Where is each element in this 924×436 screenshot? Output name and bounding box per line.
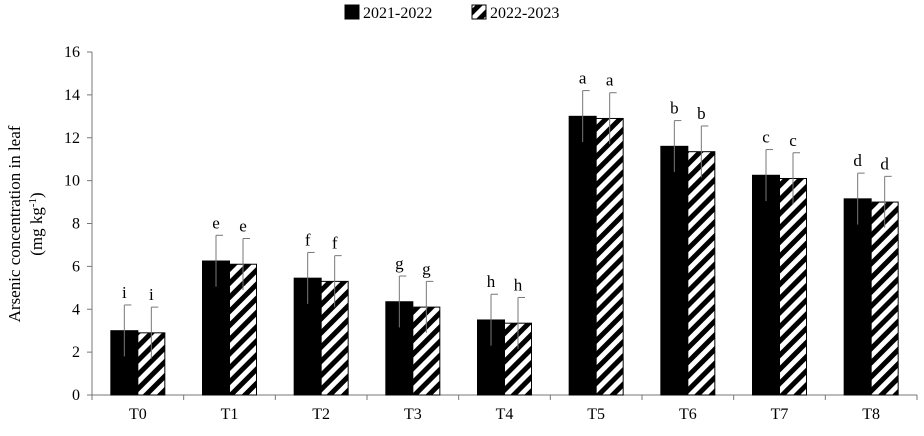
bar-2022-2023-T8 [870,201,899,396]
significance-letter: i [122,283,127,302]
y-tick-label: 2 [72,344,80,361]
legend-swatch-2021-2022 [344,4,360,20]
y-tick-label: 8 [72,216,80,233]
bar-2021-2022-T7 [752,174,780,396]
y-axis-unit-sup: -1 [27,198,39,207]
y-axis-unit-prefix: (mg kg [27,207,46,256]
x-tick-label: T3 [404,406,422,423]
significance-letter: g [422,259,431,278]
bar-2022-2023-T6 [687,151,716,396]
x-tick-label: T0 [129,406,147,423]
x-tick-label: T6 [679,406,697,423]
y-tick-label: 4 [72,301,80,318]
y-tick-label: 0 [72,387,80,404]
significance-letter: f [332,234,338,253]
significance-letter: d [880,154,889,173]
significance-letter: e [212,213,220,232]
legend-label-2021-2022: 2021-2022 [363,5,432,22]
x-tick-label: T5 [587,406,605,423]
significance-letter: h [487,272,496,291]
y-tick-label: 10 [64,173,80,190]
bar-2021-2022-T6 [660,145,689,396]
x-tick-label: T1 [221,406,239,423]
significance-letter: a [579,69,587,88]
significance-letter: c [789,131,797,150]
bar-2021-2022-T8 [843,198,872,396]
bar-2022-2023-T7 [779,177,807,396]
y-axis-title-line2: (mg kg-1) [27,192,46,255]
legend: 2021-2022 2022-2023 [344,4,559,22]
legend-swatch-2022-2023 [471,4,487,20]
x-tick-label: T4 [496,406,514,423]
x-tick-label: T8 [862,406,880,423]
legend-label-2022-2023: 2022-2023 [490,5,559,22]
y-axis-title: Arsenic concentration in leaf (mg kg-1) [5,125,46,322]
bar-2021-2022-T5 [568,115,597,396]
significance-letter: g [395,254,404,273]
significance-letter: h [514,275,523,294]
significance-letter: d [853,151,862,170]
bar-2022-2023-T5 [595,117,624,396]
y-tick-label: 6 [72,258,80,275]
y-axis-unit-suffix: ) [27,192,46,198]
y-tick-label: 12 [64,130,80,147]
significance-letter: i [149,285,154,304]
significance-letter: f [305,230,311,249]
x-tick-label: T2 [312,406,330,423]
y-tick-label: 14 [64,87,80,104]
y-axis-title-line1: Arsenic concentration in leaf [5,125,24,322]
x-tick-label: T7 [771,406,789,423]
y-tick-label: 16 [64,44,80,61]
significance-letter: e [239,217,247,236]
significance-letter: a [606,71,614,90]
significance-letter: c [762,128,770,147]
significance-letter: b [697,104,706,123]
plot-area: 0 2 4 6 8 10 12 14 16 T0 i i T1 e e T2 f f T3 g g T4 h h T5 a a T6 b… [64,44,918,423]
significance-letter: b [670,99,679,118]
